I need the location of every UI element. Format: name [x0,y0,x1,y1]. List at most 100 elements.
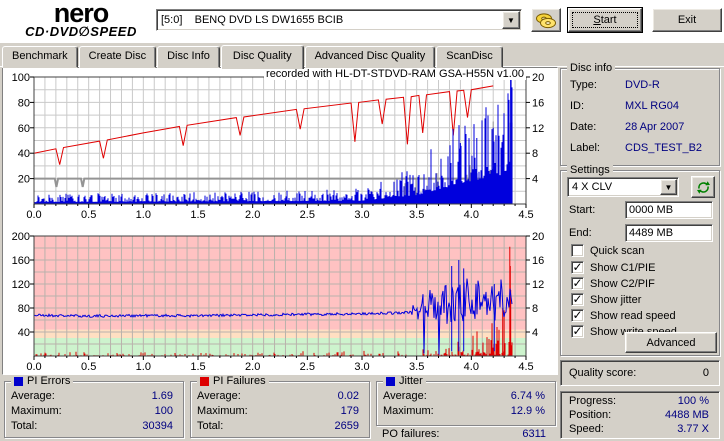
disc-type-value: DVD-R [625,79,660,91]
pi-errors-group: PI Errors Average: 1.69 Maximum: 100 Tot… [4,375,184,438]
progress-panel: Progress: 100 % Position: 4488 MB Speed:… [560,391,720,439]
refresh-button[interactable] [691,176,715,198]
position-value: 4488 MB [664,409,709,421]
chevron-down-icon[interactable]: ▼ [502,11,520,29]
drive-select-value: [5:0] BENQ DVD LS DW1655 BCIB [161,14,344,26]
svg-text:4.5: 4.5 [518,209,533,221]
svg-text:3.0: 3.0 [354,361,369,373]
disc-date-label: Date: [570,121,597,133]
po-failures-value: 6311 [522,428,546,440]
svg-text:12: 12 [532,123,544,135]
svg-text:2.5: 2.5 [300,209,315,221]
svg-text:1.0: 1.0 [136,209,151,221]
svg-text:3.5: 3.5 [409,209,424,221]
eject-disc-button[interactable] [531,8,561,32]
refresh-icon [696,180,710,194]
svg-text:20: 20 [532,231,544,243]
logo-word-nero: nero [53,0,110,28]
nero-logo: nero CD·DVD∅SPEED [6,0,156,38]
jitter-marker-icon [386,376,395,386]
svg-text:40: 40 [18,327,30,339]
svg-text:80: 80 [18,303,30,315]
disc-id-value: MXL RG04 [625,100,680,112]
svg-text:0.0: 0.0 [26,361,41,373]
tab-scandisc[interactable]: ScanDisc [436,46,503,68]
jitter-maximum-value: 12.9 % [510,405,545,417]
show-c2-pif-checkbox[interactable]: ✓ [571,276,584,290]
svg-text:16: 16 [532,97,544,109]
svg-text:3.0: 3.0 [354,209,369,221]
disc-icon [536,12,556,28]
progress-label: Progress: [569,395,617,407]
jitter-average-value: 6.74 % [510,390,545,402]
pif-total-value: 2659 [334,420,359,432]
jitter-title: Jitter [383,375,426,387]
speed-select[interactable]: 4 X CLV ▼ [567,177,679,197]
quality-score-label: Quality score: [569,367,637,379]
quick-scan-checkbox[interactable] [571,244,584,257]
pie-maximum-value: 100 [154,405,173,417]
tab-disc-info[interactable]: Disc Info [157,46,220,68]
disc-type-label: Type: [570,79,597,91]
speed-value: 3.77 X [677,423,709,435]
svg-text:20: 20 [18,174,30,186]
advanced-button[interactable]: Advanced [625,332,717,353]
show-c1-pie-checkbox[interactable]: ✓ [571,260,584,274]
scan-start-label: Start: [569,204,596,216]
svg-text:4.0: 4.0 [464,209,479,221]
svg-text:100: 100 [12,72,30,84]
quality-charts: 100 80 60 40 20 20 16 12 8 4 0.0 0.5 1.0 1.5 2.0 2.5 3.0… [12,72,545,373]
start-button[interactable]: Start [567,7,643,33]
svg-text:0.5: 0.5 [81,361,96,373]
pif-maximum-value: 179 [340,405,359,417]
svg-text:4: 4 [532,174,538,186]
svg-text:120: 120 [12,279,30,291]
svg-text:1.5: 1.5 [190,209,205,221]
focus-rect [572,12,638,28]
scan-start-input[interactable]: 0000 MB [625,201,713,219]
drive-select[interactable]: [5:0] BENQ DVD LS DW1655 BCIB ▼ [156,9,522,31]
settings-title: Settings [567,164,613,176]
scan-end-input[interactable]: 4489 MB [625,224,713,242]
show-read-speed-label[interactable]: Show read speed [590,310,676,322]
svg-text:2.0: 2.0 [245,209,260,221]
disc-label-label: Label: [570,142,600,154]
tab-advanced-disc-quality[interactable]: Advanced Disc Quality [304,46,436,68]
header-bar: nero CD·DVD∅SPEED [5:0] BENQ DVD LS DW16… [0,0,724,43]
pi-failures-marker-icon [200,376,209,386]
show-write-speed-checkbox[interactable]: ✓ [571,324,584,338]
disc-info-group: Disc info Type: DVD-R ID: MXL RG04 Date:… [560,62,720,166]
svg-text:0.5: 0.5 [81,209,96,221]
speed-select-value: 4 X CLV [572,181,613,193]
svg-text:60: 60 [18,123,30,135]
tab-disc-quality[interactable]: Disc Quality [220,45,304,69]
scan-end-label: End: [569,227,592,239]
quality-score-panel: Quality score: 0 [560,360,720,386]
svg-text:40: 40 [18,148,30,160]
svg-text:4: 4 [532,327,538,339]
svg-text:200: 200 [12,231,30,243]
disc-label-value: CDS_TEST_B2 [625,142,703,154]
svg-text:2.5: 2.5 [300,361,315,373]
show-jitter-label[interactable]: Show jitter [590,294,642,306]
show-read-speed-checkbox[interactable]: ✓ [571,308,584,322]
svg-text:16: 16 [532,255,544,267]
exit-button-label: Exit [677,14,697,26]
chart-title: recorded with HL-DT-STDVD-RAM GSA-H55N v… [264,68,526,80]
start-button-label: Start [593,14,617,26]
exit-button[interactable]: Exit [652,8,722,32]
disc-date-value: 28 Apr 2007 [625,121,685,133]
show-c2-pif-label[interactable]: Show C2/PIF [590,278,655,290]
show-c1-pie-label[interactable]: Show C1/PIE [590,262,656,274]
tab-create-disc[interactable]: Create Disc [78,46,157,68]
tab-benchmark[interactable]: Benchmark [2,46,78,68]
disc-id-label: ID: [570,100,585,112]
svg-text:8: 8 [532,148,538,160]
svg-text:20: 20 [532,72,544,84]
show-jitter-checkbox[interactable]: ✓ [571,292,584,306]
svg-text:1.0: 1.0 [136,361,151,373]
svg-text:3.5: 3.5 [409,361,424,373]
chevron-down-icon[interactable]: ▼ [660,179,677,195]
quick-scan-label[interactable]: Quick scan [590,245,645,257]
